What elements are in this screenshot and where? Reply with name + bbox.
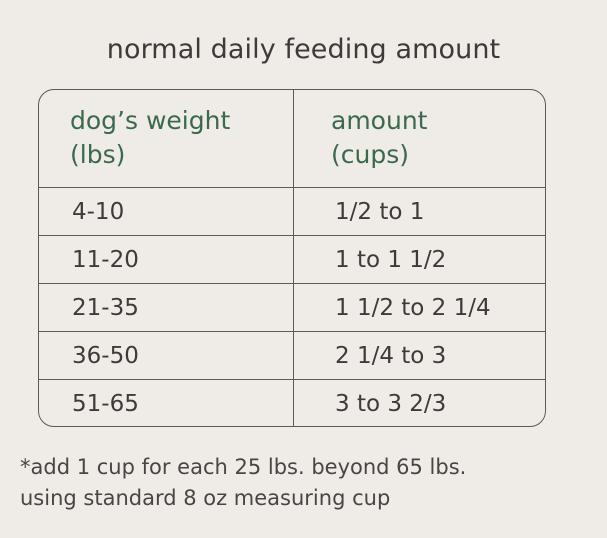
weight-cell: 11-20	[72, 247, 139, 273]
header-amount-label: amount	[331, 106, 428, 135]
column-divider	[293, 90, 294, 426]
row-divider	[39, 379, 545, 380]
amount-cell: 1 1/2 to 2 1/4	[335, 295, 491, 321]
page-title: normal daily feeding amount	[106, 34, 501, 65]
row-divider	[39, 187, 545, 188]
header-weight-unit: (lbs)	[70, 140, 126, 169]
row-divider	[39, 283, 545, 284]
header-amount: amount (cups)	[331, 104, 427, 172]
weight-cell: 4-10	[72, 199, 125, 225]
footnote: *add 1 cup for each 25 lbs. beyond 65 lb…	[20, 452, 466, 514]
footnote-line: *add 1 cup for each 25 lbs. beyond 65 lb…	[20, 455, 467, 479]
amount-cell: 2 1/4 to 3	[335, 343, 447, 369]
feeding-table: dog’s weight (lbs) amount (cups) 4-10 1/…	[38, 89, 546, 427]
weight-cell: 36-50	[72, 343, 139, 369]
header-weight-label: dog’s weight	[70, 106, 231, 135]
weight-cell: 21-35	[72, 295, 139, 321]
amount-cell: 1 to 1 1/2	[335, 247, 447, 273]
amount-cell: 1/2 to 1	[335, 199, 425, 225]
row-divider	[39, 331, 545, 332]
header-amount-unit: (cups)	[331, 140, 409, 169]
amount-cell: 3 to 3 2/3	[335, 391, 447, 417]
weight-cell: 51-65	[72, 391, 139, 417]
row-divider	[39, 235, 545, 236]
header-dogs-weight: dog’s weight (lbs)	[70, 104, 230, 172]
footnote-line: using standard 8 oz measuring cup	[20, 486, 391, 510]
